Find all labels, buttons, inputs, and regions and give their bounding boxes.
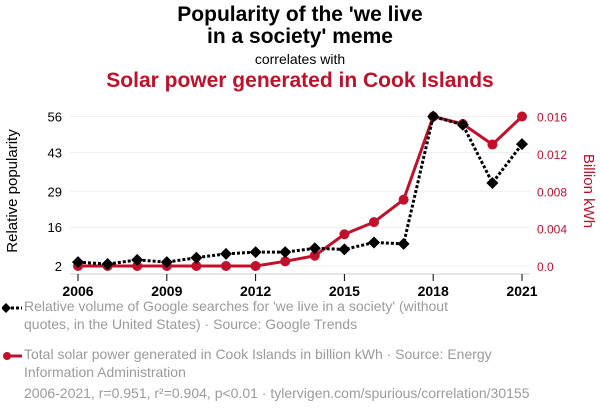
chart-title-secondary: Solar power generated in Cook Islands [106,69,494,92]
connector-text: correlates with [254,51,346,67]
legend-text-series2-line1: Total solar power generated in Cook Isla… [24,346,492,362]
x-tick-label: 2006 [62,283,93,299]
series1-point [338,243,351,256]
x-tick-label: 2021 [506,283,537,299]
legend-symbol-series1 [1,300,24,318]
legend-text-series1-line1: Relative volume of Google searches for '… [24,298,448,314]
y-axis-right-label: Billion kWh [580,154,597,228]
series2-point [250,261,261,271]
red-circle-line-icon [3,352,22,360]
y-right-tick-label: 0.004 [537,223,567,237]
y-left-tick-label: 29 [48,184,62,199]
series1-point [279,246,292,259]
chart-area: 2 16 29 43 56 0.0 0.004 0.008 0.012 0.016 2006 2009… [4,110,597,300]
series1-point [427,110,440,123]
legend-item-series1: Relative volume of Google searches for '… [24,297,564,333]
legend-text-series1-line2: quotes, in the United States) · Source: … [24,316,358,332]
axes [70,273,530,281]
legend-item-series2: Total solar power generated in Cook Isla… [24,345,564,381]
series1-point [160,256,173,269]
series1-point [220,247,232,260]
series2-point [221,261,231,271]
series1-point [72,256,84,269]
x-tick-label: 2009 [151,283,182,299]
series2-point [487,139,498,150]
series1-point [456,118,469,131]
legend-text-series2-line2: Information Administration [24,364,186,380]
y-right-tick-label: 0.0 [537,260,554,274]
series2-point [517,111,527,122]
series2-point [191,261,202,271]
series1-point [131,253,144,266]
y-left-tick-label: 16 [48,220,62,235]
y-axis-left-label: Relative popularity [4,129,21,253]
x-tick-label: 2015 [329,283,360,299]
grid-lines [70,116,530,267]
x-tick-label: 2018 [418,283,449,299]
series1-point [190,251,203,264]
y-right-tick-label: 0.012 [537,148,567,162]
series2-point [339,229,350,240]
chart-title-line1: Popularity of the 'we live [177,3,423,26]
series2-line [78,115,524,268]
series2-point [398,194,409,205]
series2-point [280,256,291,267]
y-right-tick-label: 0.016 [537,111,567,125]
black-diamond-dotted-line-icon [1,303,22,313]
y-right-tick-label: 0.008 [537,185,567,199]
y-left-tick-label: 43 [48,145,62,160]
series1-point [101,258,114,271]
y-left-tick-label: 56 [48,110,62,125]
chart-title-line2: in a society' meme [207,25,393,48]
y-left-tick-label: 2 [55,259,62,274]
series-group [72,110,528,271]
tick-labels: 2 16 29 43 56 0.0 0.004 0.008 0.012 0.016 2006 2009… [48,110,568,300]
series1-point [486,176,499,189]
series2-point [369,217,379,228]
series1-point [249,246,262,259]
series1-point [368,236,380,249]
series1-point [516,138,528,151]
legend-symbol-series2 [2,348,24,366]
series1-line [77,114,524,266]
x-tick-label: 2012 [240,283,271,299]
series2-point [309,250,320,261]
series1-point [397,237,410,250]
series1-point [308,242,321,255]
series2-point [132,261,143,271]
footer-stats: 2006-2021, r=0.951, r²=0.904, p<0.01 · t… [24,385,530,401]
